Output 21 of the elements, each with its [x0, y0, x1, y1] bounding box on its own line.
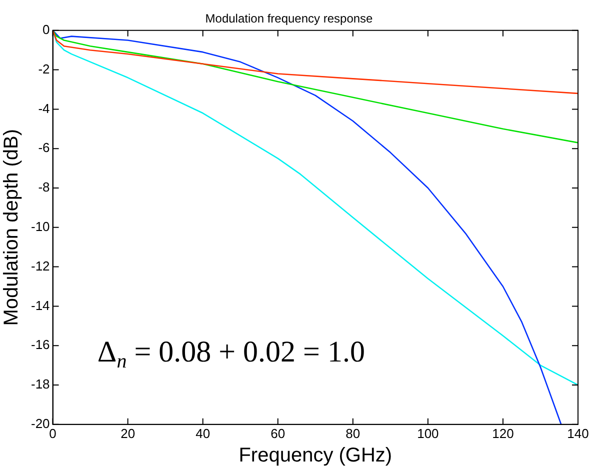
y-tick-label: -18: [30, 376, 50, 392]
y-tick-label: 0: [42, 22, 50, 37]
x-tick-label: 60: [270, 426, 286, 441]
x-tick-label: 100: [417, 426, 439, 441]
y-tick-label: -12: [30, 258, 50, 274]
x-tick-label: 140: [567, 426, 589, 441]
x-tick-label: 40: [196, 426, 210, 441]
y-tick-label: -4: [38, 100, 50, 116]
y-tick-label: -16: [30, 337, 50, 352]
x-tick-label: 120: [492, 426, 514, 441]
y-tick-label: -20: [30, 416, 50, 431]
y-tick-label: -10: [30, 218, 50, 234]
y-tick-label: -6: [38, 140, 50, 156]
chart-title: Modulation frequency response: [205, 12, 374, 26]
y-axis-title: Modulation depth (dB): [0, 129, 23, 326]
y-tick-label: -2: [38, 61, 50, 76]
x-tick-label: 20: [120, 426, 136, 441]
y-tick-label: -14: [30, 298, 50, 313]
x-axis-title: Frequency (GHz): [238, 444, 392, 467]
x-tick-label: 80: [346, 426, 360, 441]
y-tick-label: -8: [38, 180, 50, 195]
